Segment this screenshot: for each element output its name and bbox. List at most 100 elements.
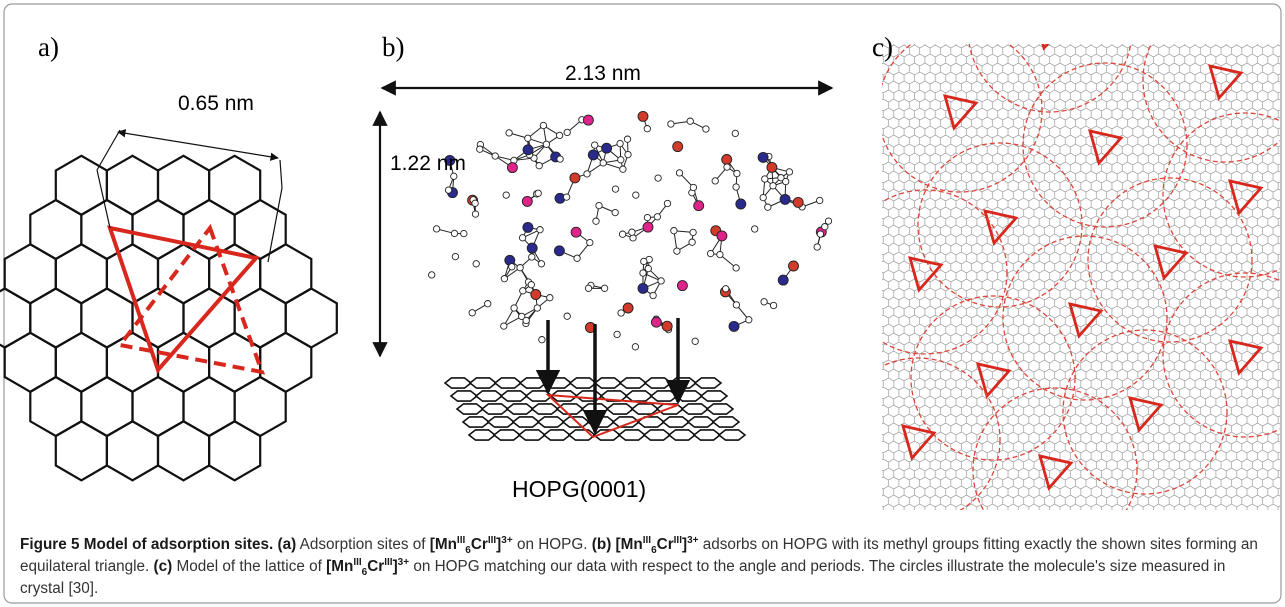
atom: [814, 244, 820, 250]
atom: [492, 153, 498, 159]
atom: [717, 251, 723, 257]
atom: [593, 218, 599, 224]
hexagon: [286, 289, 337, 348]
atom: [761, 299, 767, 305]
caption-text: [Mn: [616, 536, 643, 553]
hexagon: [5, 244, 56, 303]
atom: [538, 261, 544, 267]
hexagon: [56, 333, 107, 392]
atom: [473, 261, 479, 267]
graphite-ring: [501, 391, 527, 401]
graphite-ring: [701, 391, 727, 401]
atom: [596, 202, 602, 208]
atom: [452, 253, 458, 259]
graphite-ring: [632, 404, 658, 414]
graphite-ring: [463, 417, 489, 427]
graphite-ring: [645, 378, 671, 388]
atom: [760, 194, 766, 200]
measure-arrow: [118, 132, 278, 158]
caption-text: Adsorption sites of: [300, 536, 426, 553]
atom: [625, 151, 631, 157]
graphite-ring: [519, 430, 545, 440]
caption-text: (a): [278, 536, 297, 553]
atom: [564, 129, 570, 135]
atom: [723, 286, 729, 292]
caption-text: 3+: [687, 535, 698, 546]
height-label: 1.22 nm: [390, 152, 466, 175]
atom: [469, 310, 475, 316]
graphite-ring: [644, 430, 670, 440]
graphite-ring: [513, 417, 539, 427]
atom: [612, 186, 618, 192]
atom: [671, 228, 677, 234]
hexagon: [209, 156, 260, 215]
atom: [588, 150, 598, 160]
atom: [543, 141, 549, 147]
atom: [677, 281, 687, 291]
atom: [676, 170, 682, 176]
atom: [624, 136, 630, 142]
atom: [523, 317, 529, 323]
graphite-ring: [538, 417, 564, 427]
atom: [770, 183, 776, 189]
graphite-ring: [676, 391, 702, 401]
graphite-ring: [588, 417, 614, 427]
atom: [557, 156, 563, 162]
atom: [485, 301, 491, 307]
caption-text: Figure 5 Model of adsorption sites.: [20, 536, 273, 553]
graphite-ring: [494, 430, 520, 440]
hexagon: [107, 421, 158, 480]
atom: [712, 178, 718, 184]
caption-text: (b): [592, 536, 612, 553]
hexagon: [260, 244, 311, 303]
atom: [707, 250, 713, 256]
atom: [733, 265, 739, 271]
atom: [451, 230, 457, 236]
atom: [525, 135, 531, 141]
measure-bracket: [97, 130, 282, 262]
atom: [517, 265, 523, 271]
atom: [574, 255, 580, 261]
graphite-ring: [695, 378, 721, 388]
atom: [519, 235, 525, 241]
atom: [619, 231, 625, 237]
caption-text: Cr: [367, 558, 384, 575]
graphite-ring: [707, 404, 733, 414]
atom: [501, 323, 507, 329]
atom: [673, 142, 683, 152]
graphite-ring: [619, 430, 645, 440]
graphite-ring: [607, 404, 633, 414]
atom: [778, 175, 784, 181]
caption-text: III: [643, 535, 651, 546]
atom: [762, 176, 768, 182]
atom: [822, 224, 828, 230]
atom: [690, 184, 696, 190]
graphite-ring: [488, 417, 514, 427]
distance-label: 0.65 nm: [178, 92, 254, 115]
hexagon: [30, 377, 81, 436]
atom: [650, 292, 656, 298]
atom: [758, 152, 768, 162]
caption-text: III: [488, 535, 496, 546]
graphite-ring: [457, 404, 483, 414]
atom: [614, 331, 620, 337]
hexagon: [133, 377, 184, 436]
atom: [692, 338, 698, 344]
graphite-ring: [469, 430, 495, 440]
atom: [687, 118, 693, 124]
atom: [645, 265, 651, 271]
atom: [767, 162, 777, 172]
graphite-ring: [451, 391, 477, 401]
atom: [617, 140, 623, 146]
hexagon: [133, 200, 184, 259]
panel-b: [380, 88, 832, 440]
atom: [570, 173, 580, 183]
atom: [429, 272, 435, 278]
atom: [563, 194, 569, 200]
atom: [640, 270, 646, 276]
graphite-ring: [669, 430, 695, 440]
caption-text: III: [674, 535, 682, 546]
atom: [620, 166, 626, 172]
hexagon: [5, 333, 56, 392]
atom: [509, 264, 515, 270]
